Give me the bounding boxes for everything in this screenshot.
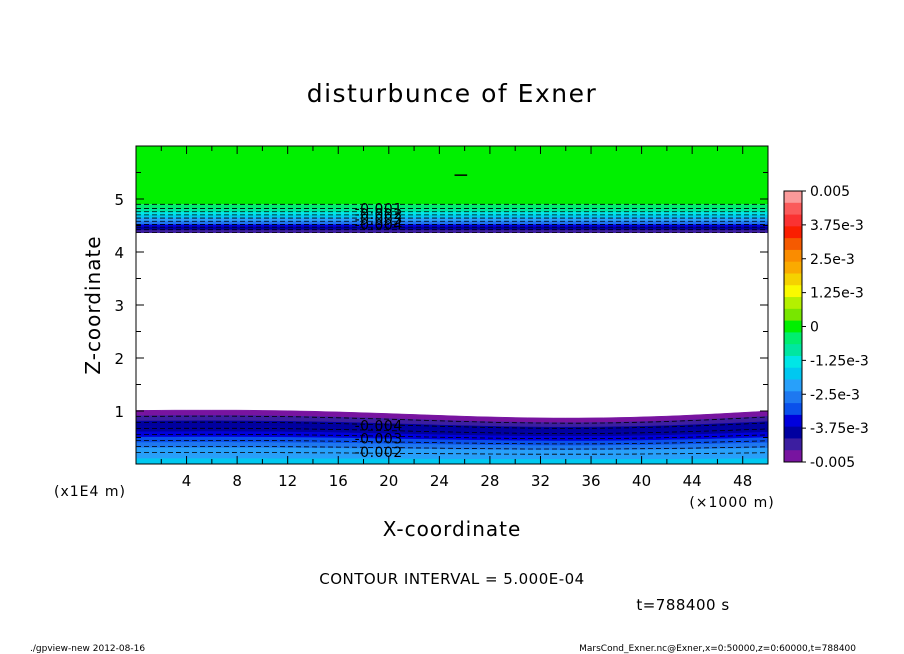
x-tick-label: 36 [581, 472, 600, 490]
time-text: t=788400 s [636, 596, 729, 614]
x-tick-label: 40 [632, 472, 651, 490]
contour-labels: -0.001-0.002-0.003-0.004-0.004-0.003-0.0… [355, 174, 468, 461]
x-tick-label: 4 [182, 472, 192, 490]
colorbar-segment [784, 226, 802, 239]
colorbar-tick-label: -0.005 [810, 455, 855, 471]
contour-label: -0.001 [355, 202, 403, 218]
colorbar-tick-label: 1.25e-3 [810, 286, 864, 302]
contour-lines [136, 203, 768, 455]
y-axis-label: Z-coordinate [81, 235, 105, 374]
contour-interval-text: CONTOUR INTERVAL = 5.000E-04 [319, 570, 584, 588]
colorbar-segment [784, 355, 802, 369]
colorbar-segment [784, 191, 802, 204]
contour-label: -0.004 [355, 418, 403, 434]
x-tick-label: 8 [232, 472, 242, 490]
colorbar-segment [784, 379, 802, 392]
colorbar-segment [784, 391, 802, 404]
contour-line [136, 433, 768, 440]
lower-layer-band [136, 458, 768, 464]
contour-line [136, 415, 768, 424]
colorbar-segment [784, 450, 802, 463]
colorbar-segment [784, 414, 802, 428]
contour-line [136, 440, 768, 445]
upper-layer-band [136, 221, 768, 226]
colorbar-segment [784, 273, 802, 286]
y-tick-label: 5 [114, 191, 124, 209]
contour-label: -0.004 [355, 217, 403, 233]
upper-layer-band [136, 214, 768, 219]
upper-layer-band [136, 224, 768, 228]
colorbar-tick-label: -1.25e-3 [810, 353, 869, 369]
colorbar-segment [784, 367, 802, 380]
upper-layer-band [136, 208, 768, 213]
upper-layer-band [136, 218, 768, 222]
colorbar-tick-label: 3.75e-3 [810, 218, 864, 234]
contour-line [136, 452, 768, 455]
colorbar-tick-label: 0.005 [810, 184, 850, 200]
colorbar-segment [784, 438, 802, 451]
y-tick-label: 3 [114, 297, 124, 315]
upper-layer-zero [136, 146, 768, 205]
upper-layer-band [136, 229, 768, 233]
contour-label: -0.002 [355, 445, 403, 461]
colorbar-segment [784, 297, 802, 310]
colorbar-segment [784, 344, 802, 357]
plot-area [136, 146, 768, 464]
y-axis-ticks: 1 2 3 4 5 [114, 172, 768, 438]
y-tick-label: 2 [114, 350, 124, 368]
x-axis-label: X-coordinate [383, 517, 522, 541]
colorbar-segment [784, 285, 802, 298]
x-tick-label: 48 [733, 472, 752, 490]
contour-label: -0.003 [355, 432, 403, 448]
footer-left: ./gpview-new 2012-08-16 [30, 644, 145, 654]
y-tick-label: 4 [114, 244, 124, 262]
x-axis-unit: (×1000 m) [689, 495, 774, 511]
y-tick-label: 1 [114, 403, 124, 421]
x-tick-label: 44 [683, 472, 702, 490]
x-tick-label: 16 [329, 472, 348, 490]
upper-layer-band [136, 211, 768, 216]
colorbar-segment [784, 332, 802, 345]
contour-line [136, 446, 768, 450]
x-tick-label: 32 [531, 472, 550, 490]
colorbar-segment [784, 308, 802, 322]
upper-layer-band [136, 227, 768, 231]
colorbar-segment [784, 249, 802, 263]
footer-right: MarsCond_Exner.nc@Exner,x=0:50000,z=0:60… [579, 644, 856, 654]
colorbar-tick-label: -3.75e-3 [810, 421, 869, 437]
colorbar [783, 190, 803, 463]
colorbar-tick-label: 2.5e-3 [810, 252, 855, 268]
colorbar-segment [784, 238, 802, 251]
x-tick-label: 24 [430, 472, 449, 490]
colorbar-segment [784, 261, 802, 274]
contour-line [136, 421, 768, 429]
colorbar-segment [784, 403, 802, 416]
colorbar-tick-label: 0 [810, 320, 819, 336]
x-tick-label: 28 [480, 472, 499, 490]
x-tick-label: 12 [278, 472, 297, 490]
x-tick-label: 20 [379, 472, 398, 490]
contour-label: -0.003 [355, 212, 403, 228]
colorbar-segment [784, 426, 802, 439]
colorbar-tick-label: -2.5e-3 [810, 387, 860, 403]
contour-line [136, 427, 768, 434]
colorbar-tick-labels: 0.005 3.75e-3 2.5e-3 1.25e-3 0 -1.25e-3 -2.5e-… [802, 184, 869, 471]
upper-layer-band [136, 204, 768, 210]
x-axis-ticks: 4 8 12 16 20 24 28 32 36 40 44 48 [160, 146, 769, 490]
colorbar-segment [784, 202, 802, 215]
y-axis-unit: (x1E4 m) [54, 484, 126, 500]
colorbar-segment [784, 320, 802, 333]
chart-title: disturbunce of Exner [307, 79, 598, 108]
contour-label: -0.002 [355, 207, 403, 223]
colorbar-segment [784, 214, 802, 227]
